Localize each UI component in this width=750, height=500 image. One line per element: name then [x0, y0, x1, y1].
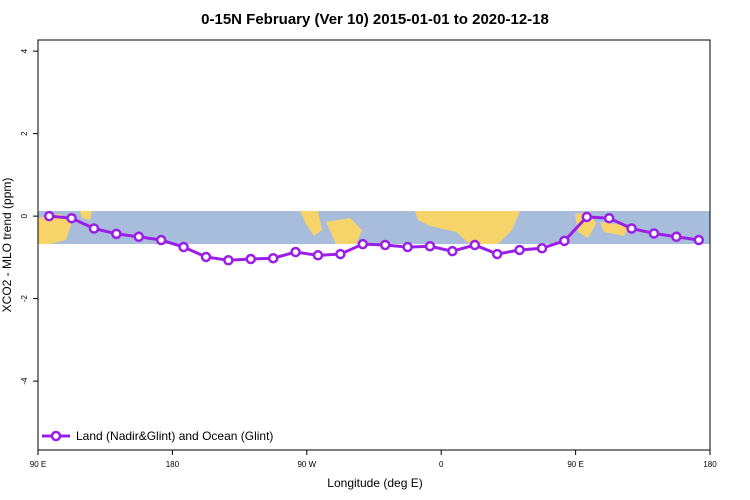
point	[178, 241, 189, 253]
point	[155, 234, 167, 246]
point	[267, 252, 279, 264]
point	[335, 248, 346, 260]
x-tick-label: 0	[439, 460, 444, 469]
point	[693, 234, 705, 246]
point	[245, 253, 257, 265]
point	[133, 231, 145, 243]
point	[200, 251, 212, 263]
y-tick-label: -4	[20, 377, 29, 385]
y-tick-label: 2	[20, 131, 29, 136]
point	[379, 239, 391, 251]
y-tick-label: -2	[20, 295, 29, 303]
legend: Land (Nadir&Glint) and Ocean (Glint)	[42, 429, 273, 443]
point	[357, 238, 369, 250]
point	[111, 228, 122, 240]
point	[447, 245, 458, 257]
point	[491, 248, 503, 260]
point	[626, 223, 637, 234]
point	[88, 223, 100, 234]
point	[290, 246, 301, 258]
x-axis-label: Longitude (deg E)	[327, 476, 422, 490]
point	[536, 243, 548, 254]
point	[43, 210, 55, 222]
point	[559, 235, 570, 247]
point	[581, 211, 593, 223]
point	[223, 255, 234, 266]
x-tick-label: 90 E	[567, 460, 583, 469]
point	[469, 239, 481, 251]
legend-label: Land (Nadir&Glint) and Ocean (Glint)	[76, 429, 273, 443]
plot-frame	[37, 39, 711, 451]
y-axis-label: XCO2 - MLO trend (ppm)	[0, 178, 14, 313]
legend-marker	[50, 430, 62, 442]
x-tick-label: 180	[166, 460, 180, 469]
y-tick-label: 4	[20, 48, 29, 53]
point	[424, 240, 436, 252]
x-tick-label: 90 E	[30, 460, 46, 469]
x-tick-label: 90 W	[297, 460, 316, 469]
x-tick-label: 180	[703, 460, 717, 469]
chart-title: 0-15N February (Ver 10) 2015-01-01 to 20…	[201, 11, 549, 28]
point	[312, 250, 324, 261]
y-tick-label: 0	[20, 213, 29, 218]
point	[514, 244, 525, 256]
point	[648, 228, 660, 239]
point	[603, 212, 615, 224]
point	[66, 212, 77, 224]
point	[671, 231, 682, 243]
point	[402, 241, 413, 253]
